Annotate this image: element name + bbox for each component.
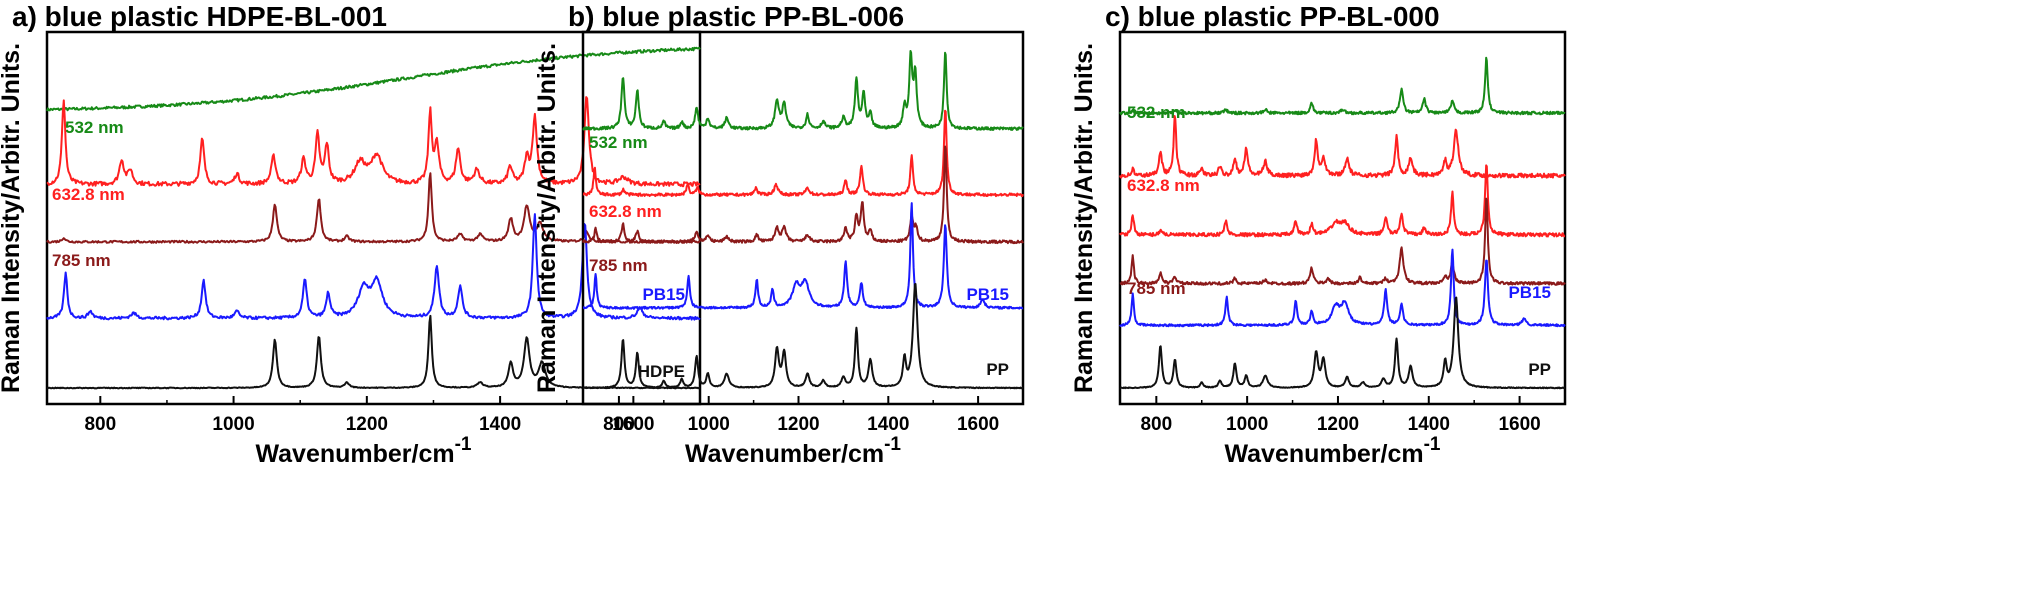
x-axis-label: Wavenumber/cm-1 (1224, 434, 1440, 468)
series-label: PP (1528, 360, 1551, 379)
series-label: 532 nm (1127, 103, 1186, 122)
x-tick-label: 800 (603, 414, 635, 435)
spectrum-line (46, 314, 701, 390)
x-tick-label: 1200 (346, 414, 388, 435)
series-label: 785 nm (589, 256, 648, 275)
x-tick-label: 800 (84, 414, 116, 435)
series-label: 532 nm (65, 118, 124, 137)
plot-frame (45, 30, 702, 406)
series-label: PB15 (1508, 283, 1551, 302)
spectrum-line (1119, 197, 1566, 286)
series-label: HDPE (638, 362, 685, 381)
plot-frame (581, 30, 1025, 406)
spectrum-line (582, 202, 1024, 310)
x-axis-label: Wavenumber/cm-1 (255, 434, 471, 468)
x-tick-label: 1600 (957, 414, 999, 435)
spectrum-line (1119, 248, 1566, 328)
spectrum-line (582, 145, 1024, 245)
spectrum-line (582, 283, 1024, 390)
x-tick-label: 1200 (777, 414, 819, 435)
series-label: 632.8 nm (589, 202, 662, 221)
series-label: 532 nm (589, 133, 648, 152)
x-tick-label: 1600 (612, 414, 654, 435)
x-tick-label: 1400 (1408, 414, 1450, 435)
plot-frame (1118, 30, 1567, 406)
spectrum-line (1119, 115, 1566, 179)
x-axis-label: Wavenumber/cm-1 (685, 434, 901, 468)
chart-title: c) blue plastic PP-BL-000 (1105, 1, 1440, 32)
chart-title: b) blue plastic PP-BL-006 (568, 1, 904, 32)
spectrum-line (46, 46, 701, 112)
chart-panel-1: a) blue plastic HDPE-BL-001 Raman Intensi… (0, 1, 702, 468)
series-label: PB15 (966, 285, 1009, 304)
spectrum-line (582, 49, 1024, 131)
series-label: 632.8 nm (1127, 176, 1200, 195)
spectrum-line (1119, 296, 1566, 390)
series-label: 632.8 nm (52, 185, 125, 204)
y-axis-label: Raman Intensity/Arbitr. Units. (533, 43, 561, 393)
spectrum-line (1119, 56, 1566, 116)
x-tick-label: 1000 (212, 414, 254, 435)
x-tick-label: 1400 (867, 414, 909, 435)
x-tick-label: 1200 (1317, 414, 1359, 435)
x-tick-label: 1000 (1226, 414, 1268, 435)
spectrum-line (46, 96, 701, 188)
x-tick-label: 1600 (1498, 414, 1540, 435)
y-axis-label: Raman Intensity/Arbitr. Units. (1070, 43, 1098, 393)
x-tick-label: 1400 (479, 414, 521, 435)
spectrum-line (582, 109, 1024, 198)
x-tick-label: 800 (1140, 414, 1172, 435)
spectrum-line (1119, 164, 1566, 238)
series-label: PB15 (642, 285, 685, 304)
y-axis-label: Raman Intensity/Arbitr. Units. (0, 43, 25, 393)
series-label: PP (986, 360, 1009, 379)
series-label: 785 nm (52, 251, 111, 270)
x-tick-label: 1000 (688, 414, 730, 435)
chart-title: a) blue plastic HDPE-BL-001 (12, 1, 387, 32)
series-label: 785 nm (1127, 279, 1186, 298)
